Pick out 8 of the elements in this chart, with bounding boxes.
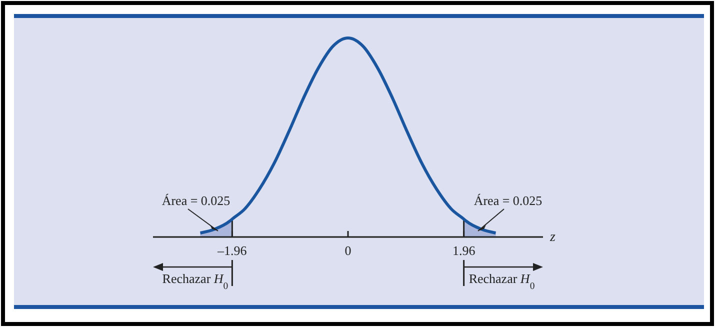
annotation: Área = 0.025 — [474, 193, 542, 208]
x-tick-label: 1.96 — [452, 243, 476, 258]
x-axis-title: z — [549, 230, 556, 245]
text: Rechazar H$_{0}$ — [468, 271, 535, 292]
x-tick-label: 0 — [344, 243, 352, 258]
x-tick-label: –1.96 — [216, 243, 248, 258]
text: Rechazar H$_{0}$ — [162, 271, 228, 292]
annotation: Área = 0.025 — [162, 193, 230, 208]
